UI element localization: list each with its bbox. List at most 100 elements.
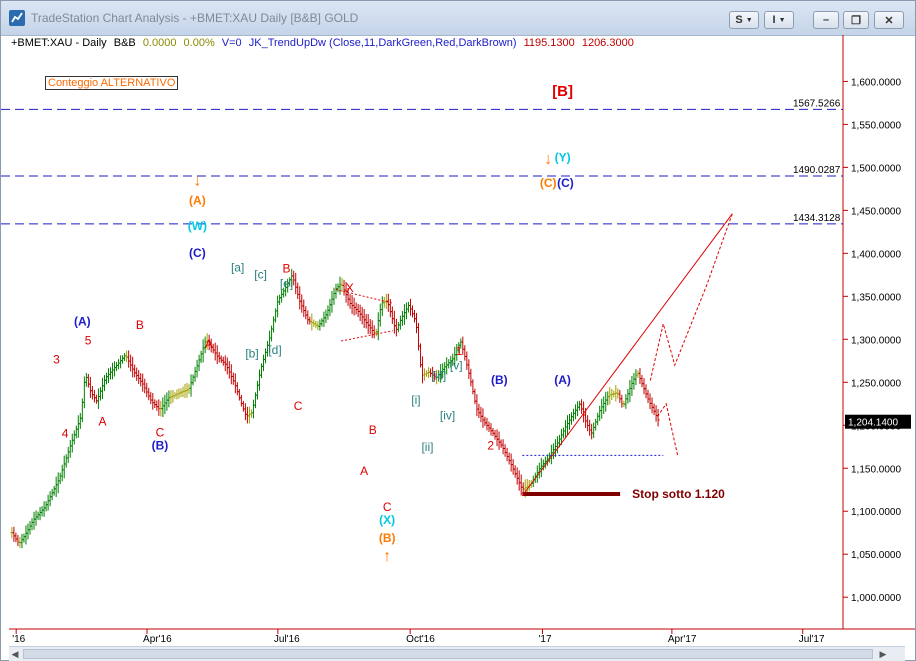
close-icon: ✕ xyxy=(884,14,894,27)
wave-label: ↓ xyxy=(193,172,201,189)
wave-label: (A) xyxy=(74,315,91,329)
wave-label: 1 xyxy=(456,344,463,358)
wave-label: B xyxy=(369,423,377,437)
triangle-lower-line xyxy=(341,330,394,342)
y-tick-label: 1,400.0000 xyxy=(851,249,901,260)
resistance-label: 1567.5266 xyxy=(793,98,841,109)
resistance-label: 1434.3128 xyxy=(793,213,841,224)
symbol-label: +BMET:XAU - Daily xyxy=(11,37,107,49)
change-value: 0.0000 xyxy=(142,37,177,49)
volume-value: V=0 xyxy=(221,37,242,49)
wave-label: (B) xyxy=(379,531,396,545)
wave-label: (Y) xyxy=(555,150,571,164)
y-tick-label: 1,500.0000 xyxy=(851,163,901,174)
y-tick-label: 1,350.0000 xyxy=(851,292,901,303)
x-tick-label: Jul'16 xyxy=(274,634,300,645)
x-tick-label: '17 xyxy=(538,634,551,645)
x-tick-label: Apr'17 xyxy=(668,634,697,645)
projection-path-small xyxy=(657,402,679,456)
y-tick-label: 1,050.0000 xyxy=(851,550,901,561)
wave-label: C xyxy=(383,500,392,514)
wave-label: [i] xyxy=(411,393,420,407)
wave-label: C xyxy=(294,399,303,413)
wave-label: [iii] xyxy=(432,369,447,383)
minimize-icon: – xyxy=(822,14,830,26)
alternative-count-label[interactable]: Conteggio ALTERNATIVO xyxy=(45,76,179,90)
title-bar[interactable]: TradeStation Chart Analysis - +BMET:XAU … xyxy=(1,1,915,36)
wave-label: A xyxy=(205,337,213,351)
y-tick-label: 1,150.0000 xyxy=(851,464,901,475)
price-bars xyxy=(10,268,660,549)
wave-label: (W) xyxy=(188,219,207,233)
wave-label: [iv] xyxy=(440,408,455,422)
stop-label: Stop sotto 1.120 xyxy=(632,487,725,501)
wave-label: [c] xyxy=(254,267,267,281)
wave-label: [e] xyxy=(280,277,293,291)
wave-label: ↑ xyxy=(383,548,391,565)
pct-value: 0.00% xyxy=(183,37,215,49)
styles-menu-button[interactable]: S ▼ xyxy=(729,11,759,29)
maximize-button[interactable]: ❐ xyxy=(843,11,869,29)
chart-area[interactable]: 1,000.0000 1,050.0000 1,100.0000 1,150.0000… xyxy=(1,35,915,661)
minimize-button[interactable]: – xyxy=(813,11,839,29)
wave-label: [ii] xyxy=(421,440,433,454)
x-tick-label: Oct'16 xyxy=(406,634,435,645)
styles-button-label: S xyxy=(735,14,743,26)
wave-label: ↓ xyxy=(544,151,552,168)
horizontal-scrollbar[interactable]: ◀ ▶ xyxy=(9,646,905,661)
wave-label: (B) xyxy=(152,438,169,452)
chevron-down-icon: ▼ xyxy=(745,16,753,24)
indicators-menu-button[interactable]: I ▼ xyxy=(764,11,794,29)
wave-label: X xyxy=(346,281,354,295)
wave-label: A xyxy=(360,464,368,478)
indicator-label: JK_TrendUpDw (Close,11,DarkGreen,Red,Dar… xyxy=(248,37,517,49)
price-chart[interactable]: 1,000.0000 1,050.0000 1,100.0000 1,150.0000… xyxy=(1,35,915,645)
last-price-box xyxy=(845,414,911,429)
wave-label: [v] xyxy=(450,358,463,372)
y-tick-label: 1,450.0000 xyxy=(851,206,901,217)
scrollbar-thumb[interactable] xyxy=(23,649,873,659)
wave-label: B xyxy=(283,261,291,275)
indicators-button-label: I xyxy=(772,14,776,26)
x-tick-label: Apr'16 xyxy=(143,634,172,645)
wave-label: (C) xyxy=(540,176,557,190)
wave-label: (C) xyxy=(557,176,574,190)
scroll-right-icon[interactable]: ▶ xyxy=(879,649,887,659)
chart-info-line: +BMET:XAU - Daily B&B 0.0000 0.00% V=0 J… xyxy=(11,37,638,49)
wave-label: [B] xyxy=(552,83,573,100)
wave-label: [d] xyxy=(268,343,281,357)
tradestation-app-icon xyxy=(9,10,25,26)
wave-label: C xyxy=(156,425,165,439)
wave-label: 3 xyxy=(53,352,60,366)
wave-label: (A) xyxy=(189,193,206,207)
bb-label: B&B xyxy=(113,37,136,49)
wave-label: 2 xyxy=(487,438,494,452)
maximize-icon: ❐ xyxy=(851,14,861,27)
y-tick-label: 1,600.0000 xyxy=(851,77,901,88)
wave-label: (B) xyxy=(491,373,508,387)
wave-label: (A) xyxy=(554,373,571,387)
indicator-value-2: 1206.3000 xyxy=(581,37,634,49)
x-tick-label: Jul'17 xyxy=(799,634,825,645)
scroll-left-icon[interactable]: ◀ xyxy=(11,649,19,659)
close-button[interactable]: ✕ xyxy=(874,11,904,29)
y-tick-label: 1,100.0000 xyxy=(851,507,901,518)
y-tick-label: 1,550.0000 xyxy=(851,120,901,131)
y-tick-label: 1,250.0000 xyxy=(851,378,901,389)
window-title: TradeStation Chart Analysis - +BMET:XAU … xyxy=(31,11,359,25)
resistance-label: 1490.0287 xyxy=(793,165,841,176)
wave-label: [b] xyxy=(245,346,258,360)
y-tick-label: 1,000.0000 xyxy=(851,593,901,604)
last-price-label: 1,204.1400 xyxy=(848,418,898,429)
wave-label: B xyxy=(136,318,144,332)
wave-label: (C) xyxy=(189,246,206,260)
chevron-down-icon: ▼ xyxy=(778,16,786,24)
projection-path xyxy=(649,213,733,381)
wave-label: (X) xyxy=(379,513,395,527)
trendline xyxy=(521,213,733,497)
triangle-upper-line xyxy=(335,288,394,304)
y-tick-label: 1,300.0000 xyxy=(851,335,901,346)
x-tick-label: '16 xyxy=(12,634,25,645)
wave-label: [a] xyxy=(231,260,244,274)
